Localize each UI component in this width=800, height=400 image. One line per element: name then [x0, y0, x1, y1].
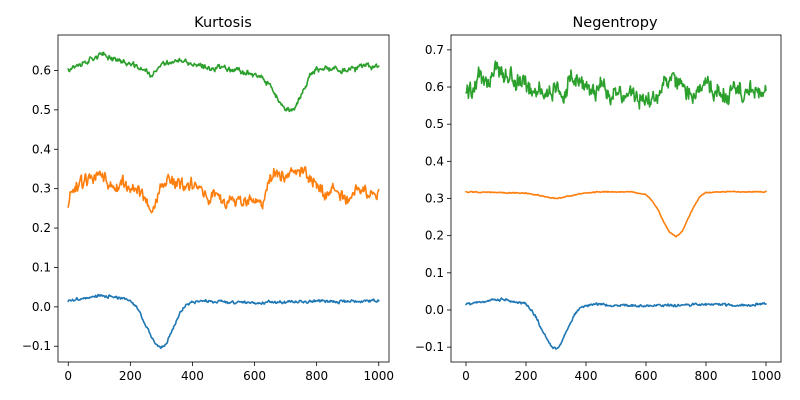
series-line [465, 190, 767, 238]
series-line [67, 293, 380, 350]
axes-frame [57, 34, 390, 363]
y-tick-label: 0.0 [425, 303, 444, 317]
series-line [465, 60, 767, 110]
panel-title: Kurtosis [194, 15, 252, 31]
y-axis: −0.1 0.0 0.1 0.2 0.3 0.4 0.5 0.6 0.7 [415, 43, 451, 354]
y-axis: −0.1 0.0 0.1 0.2 0.3 0.4 0.5 0.6 [22, 63, 58, 353]
y-tick-label: 0.5 [32, 103, 51, 117]
y-tick-label: 0.0 [32, 300, 51, 314]
series-line [67, 51, 380, 113]
plot-area [67, 51, 380, 350]
y-tick-label: 0.2 [425, 229, 444, 243]
x-tick-label: 600 [243, 369, 266, 383]
x-tick-label: 1000 [751, 369, 782, 383]
y-tick-label: 0.7 [425, 43, 444, 57]
x-tick-label: 400 [575, 369, 598, 383]
y-tick-label: 0.6 [32, 63, 51, 77]
y-tick-label: 0.3 [425, 192, 444, 206]
panel-kurtosis: Kurtosis 0 200 400 600 800 1000 −0.1 0.0 0.1 0.2… [22, 15, 394, 383]
x-tick-label: 0 [64, 369, 72, 383]
plot-area [465, 60, 767, 350]
axes-frame [450, 34, 782, 363]
y-tick-label: 0.1 [32, 260, 51, 274]
y-tick-label: −0.1 [415, 340, 444, 354]
y-tick-label: 0.5 [425, 117, 444, 131]
y-tick-label: 0.1 [425, 266, 444, 280]
x-axis: 0 200 400 600 800 1000 [462, 362, 781, 383]
y-tick-label: 0.4 [32, 142, 51, 156]
series-line [465, 297, 767, 350]
x-tick-label: 800 [305, 369, 328, 383]
y-tick-label: 0.3 [32, 182, 51, 196]
y-tick-label: −0.1 [22, 339, 51, 353]
x-tick-label: 600 [635, 369, 658, 383]
x-tick-label: 200 [119, 369, 142, 383]
y-tick-label: 0.6 [425, 80, 444, 94]
y-tick-label: 0.2 [32, 221, 51, 235]
x-tick-label: 1000 [363, 369, 394, 383]
x-tick-label: 200 [515, 369, 538, 383]
panel-negentropy: Negentropy 0 200 400 600 800 1000 −0.1 0.0 0.1 0… [415, 15, 782, 383]
x-tick-label: 800 [695, 369, 718, 383]
y-tick-label: 0.4 [425, 154, 444, 168]
panel-title: Negentropy [572, 15, 657, 31]
x-axis: 0 200 400 600 800 1000 [64, 362, 394, 383]
x-tick-label: 400 [181, 369, 204, 383]
x-tick-label: 0 [462, 369, 470, 383]
series-line [67, 166, 380, 214]
